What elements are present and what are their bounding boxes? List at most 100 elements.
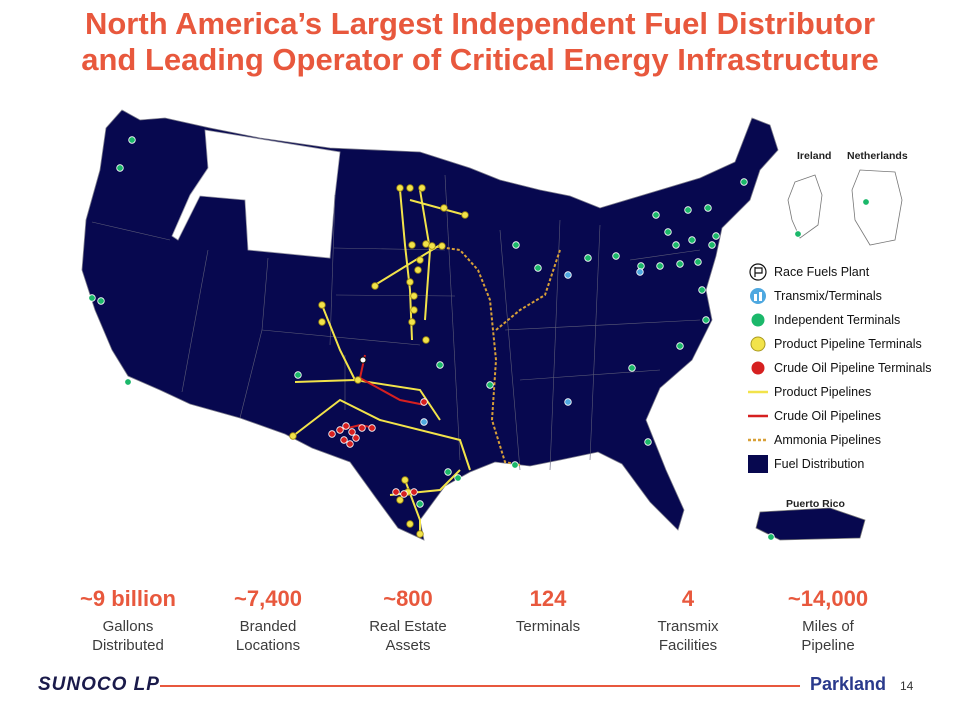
product-pipeline-terminal-icon [748, 334, 768, 354]
stat-label-line: Branded [239, 618, 297, 635]
product-pipeline-terminal-marker [408, 241, 416, 249]
legend-item-product-pipelines: Product Pipelines [748, 380, 931, 404]
independent-terminal-marker [88, 294, 96, 302]
parkland-logo: Parkland [810, 674, 887, 694]
product-pipeline-terminal-marker [406, 278, 414, 286]
map-legend: Race Fuels Plant Transmix/Terminals Inde… [748, 260, 931, 476]
crude-oil-terminal-marker [328, 430, 336, 438]
stat-label: Transmix Facilities [618, 617, 758, 655]
stat-label: Terminals [478, 617, 618, 636]
independent-terminal-marker [794, 230, 802, 238]
stat-branded: ~7,400 Branded Locations [198, 585, 338, 655]
independent-terminal-marker [740, 178, 748, 186]
product-pipeline-terminal-marker [438, 242, 446, 250]
product-pipeline-terminal-marker [410, 292, 418, 300]
product-pipeline-terminal-marker [371, 282, 379, 290]
stat-value: 4 [681, 586, 695, 611]
stat-value: ~7,400 [234, 586, 302, 611]
independent-terminal-marker [534, 264, 542, 272]
product-pipeline-terminal-marker [410, 306, 418, 314]
independent-terminal-marker [97, 297, 105, 305]
title-line-1: North America’s Largest Independent Fuel… [84, 6, 876, 41]
product-pipeline-terminal-marker [396, 184, 404, 192]
title-line-2: and Leading Operator of Critical Energy … [81, 42, 879, 77]
stat-label-line: Pipeline [801, 637, 855, 654]
independent-terminal-marker [128, 136, 136, 144]
product-pipeline-terminal-marker [318, 318, 326, 326]
terminal-markers [88, 136, 870, 541]
product-pipeline-terminal-marker [401, 476, 409, 484]
legend-item-ammonia-pipelines: Ammonia Pipelines [748, 428, 931, 452]
independent-terminal-marker [698, 286, 706, 294]
product-pipelines [292, 189, 471, 535]
legend-item-crude-terminals: Crude Oil Pipeline Terminals [748, 356, 931, 380]
crude-oil-terminal-icon [748, 358, 768, 378]
legend-item-crude-pipelines: Crude Oil Pipelines [748, 404, 931, 428]
legend-label: Race Fuels Plant [774, 265, 870, 279]
stat-label-line: Miles of [802, 618, 854, 635]
transmix-terminal-marker [636, 268, 644, 276]
independent-terminal-marker [584, 254, 592, 262]
stat-real-estate: ~800 Real Estate Assets [338, 585, 478, 655]
product-pipeline-terminal-marker [422, 240, 430, 248]
independent-terminal-marker [454, 474, 462, 482]
stat-label-line: Transmix [657, 618, 719, 635]
legend-label: Crude Oil Pipeline Terminals [774, 361, 932, 375]
legend-label: Independent Terminals [774, 313, 901, 327]
independent-terminal-marker [702, 316, 710, 324]
stat-label-line: Locations [235, 637, 301, 654]
independent-terminal-marker [708, 241, 716, 249]
independent-terminal-marker [676, 342, 684, 350]
independent-terminal-marker [664, 228, 672, 236]
ireland-label: Ireland [797, 150, 832, 162]
fuel-distribution-swatch-icon [748, 454, 768, 474]
stat-label-line: Distributed [92, 637, 164, 654]
independent-terminal-marker [712, 232, 720, 240]
independent-terminal-icon [748, 310, 768, 330]
legend-item-fuel-distribution: Fuel Distribution [748, 452, 931, 476]
state-borders [91, 174, 701, 471]
product-pipeline-terminal-marker [408, 318, 416, 326]
crude-oil-pipeline-line-icon [748, 406, 768, 426]
transmix-terminal-marker [564, 271, 572, 279]
stat-label: Gallons Distributed [58, 617, 198, 655]
product-pipeline-terminal-marker [422, 336, 430, 344]
stat-pipeline-miles: ~14,000 Miles of Pipeline [758, 585, 898, 655]
stat-value: ~800 [383, 586, 433, 611]
stat-label-line: Assets [385, 637, 431, 654]
stat-value: 124 [529, 586, 567, 611]
stat-label-line: Facilities [658, 637, 718, 654]
independent-terminal-marker [644, 438, 652, 446]
independent-terminal-marker [436, 361, 444, 369]
crude-oil-terminal-marker [420, 398, 428, 406]
legend-label: Crude Oil Pipelines [774, 409, 881, 423]
stat-label-line: Terminals [515, 618, 581, 635]
netherlands-label: Netherlands [847, 150, 908, 162]
crude-oil-terminal-marker [410, 488, 418, 496]
crude-oil-terminal-marker [392, 488, 400, 496]
stat-label-line: Gallons [102, 618, 154, 635]
slide-title: North America’s Largest Independent Fuel… [0, 6, 960, 78]
crude-oil-terminal-marker [348, 428, 356, 436]
product-pipeline-terminal-marker [440, 204, 448, 212]
independent-terminal-marker [688, 236, 696, 244]
legend-label: Transmix/Terminals [774, 289, 882, 303]
ammonia-pipeline-line-icon [748, 430, 768, 450]
independent-terminal-marker [862, 198, 870, 206]
transmix-terminal-icon [748, 286, 768, 306]
independent-terminal-marker [486, 381, 494, 389]
independent-terminal-marker [444, 468, 452, 476]
stat-gallons: ~9 billion Gallons Distributed [58, 585, 198, 655]
legend-item-transmix: Transmix/Terminals [748, 284, 931, 308]
crude-oil-terminal-marker [358, 424, 366, 432]
netherlands-inset [851, 169, 903, 246]
product-pipeline-terminal-marker [414, 266, 422, 274]
ammonia-pipeline [431, 245, 521, 466]
footer-divider [160, 685, 800, 687]
stat-label: Branded Locations [198, 617, 338, 655]
page-number: 14 [900, 679, 914, 693]
independent-terminal-marker [684, 206, 692, 214]
product-pipeline-terminal-marker [318, 301, 326, 309]
stat-label: Real Estate Assets [338, 617, 478, 655]
